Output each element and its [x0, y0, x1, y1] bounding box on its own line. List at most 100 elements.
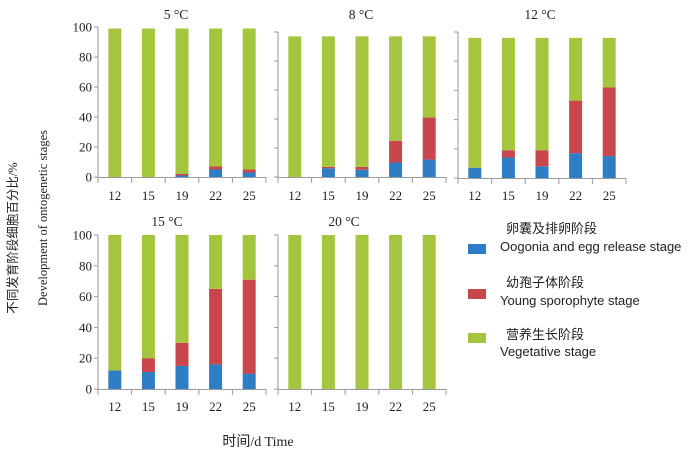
bar-segment-oogonia — [569, 153, 583, 178]
panel-4: 20 °C 12 15 19 22 25 — [274, 214, 447, 414]
bar-segment-vegetative — [389, 36, 403, 141]
legend-swatch — [468, 244, 486, 254]
x-tick-label: 19 — [536, 188, 549, 203]
legend-label-en: Young sporophyte stage — [500, 293, 640, 308]
bar-segment-vegetative — [108, 28, 122, 177]
bar-segment-young-sporophyte — [501, 150, 515, 158]
panel-title: 5 °C — [164, 7, 189, 22]
bar-segment-young-sporophyte — [602, 87, 616, 157]
x-tick-label: 15 — [142, 188, 155, 203]
bar-segment-oogonia — [141, 372, 155, 389]
legend-swatch — [468, 289, 486, 299]
bar-segment-vegetative — [355, 36, 369, 167]
bar-segment-young-sporophyte — [321, 166, 335, 169]
legend-label-cn: 卵囊及排卵阶段 — [506, 222, 598, 237]
bar-segment-vegetative — [288, 36, 302, 177]
bar-segment-young-sporophyte — [209, 166, 223, 170]
bar-segment-oogonia — [321, 168, 335, 177]
panel-2: 12 °C 12 15 19 22 25 — [454, 7, 627, 203]
x-tick-label: 19 — [176, 188, 189, 203]
bar-segment-vegetative — [209, 28, 223, 167]
bar-segment-oogonia — [389, 162, 403, 177]
y-tick-label: 0 — [86, 170, 93, 185]
bar-segment-young-sporophyte — [355, 166, 369, 170]
bar-segment-oogonia — [175, 365, 189, 389]
y-axis-label-cn: 不同发育阶段细胞百分比/% — [5, 162, 20, 313]
bar-segment-vegetative — [389, 235, 403, 389]
x-tick-label: 15 — [322, 399, 335, 414]
x-tick-label: 22 — [569, 188, 582, 203]
y-tick-label: 60 — [79, 289, 92, 304]
bar-segment-oogonia — [468, 167, 482, 178]
x-tick-label: 19 — [176, 399, 189, 414]
x-tick-label: 15 — [142, 399, 155, 414]
bar-segment-young-sporophyte — [175, 174, 189, 176]
bar-segment-oogonia — [602, 156, 616, 178]
panel-title: 8 °C — [349, 7, 374, 22]
y-tick-label: 100 — [73, 20, 93, 35]
bar-segment-oogonia — [108, 370, 122, 389]
bar-segment-young-sporophyte — [535, 150, 549, 167]
y-tick-label: 40 — [79, 110, 92, 125]
bar-segment-young-sporophyte — [242, 279, 256, 374]
x-tick-label: 25 — [423, 399, 436, 414]
bar-segment-oogonia — [242, 172, 256, 177]
bar-segment-oogonia — [355, 169, 369, 177]
panel-title: 15 °C — [151, 214, 182, 229]
bar-segment-oogonia — [501, 157, 515, 178]
bar-segment-oogonia — [175, 175, 189, 177]
legend-swatch — [468, 333, 486, 343]
bar-segment-oogonia — [209, 364, 223, 389]
x-tick-label: 12 — [288, 399, 301, 414]
bar-segment-vegetative — [175, 28, 189, 174]
bar-segment-young-sporophyte — [209, 288, 223, 365]
y-tick-label: 20 — [79, 351, 92, 366]
bar-segment-vegetative — [569, 37, 583, 101]
bar-segment-oogonia — [535, 166, 549, 178]
bar-segment-vegetative — [321, 235, 335, 389]
panel-0: 5 °C 0 20 40 60 80 100 12 15 19 22 25 — [73, 7, 267, 203]
chart-panels: 5 °C 0 20 40 60 80 100 12 15 19 22 25 8 °C 12 15 19 22 25… — [73, 7, 627, 414]
bar-segment-vegetative — [141, 235, 155, 359]
x-tick-label: 15 — [322, 188, 335, 203]
legend-label-en: Oogonia and egg release stage — [500, 239, 682, 254]
x-tick-label: 25 — [603, 188, 616, 203]
x-tick-label: 15 — [502, 188, 515, 203]
legend-item-young-sporophyte: 幼孢子体阶段 Young sporophyte stage — [462, 270, 698, 318]
y-tick-label: 0 — [86, 382, 93, 397]
bar-segment-vegetative — [242, 235, 256, 280]
bar-segment-young-sporophyte — [242, 169, 256, 173]
bar-segment-young-sporophyte — [175, 342, 189, 366]
x-tick-label: 19 — [356, 188, 369, 203]
legend-label-cn: 幼孢子体阶段 — [506, 276, 585, 291]
y-axis-label-en: Development of ontogenetic stages — [36, 130, 50, 306]
x-tick-label: 22 — [209, 399, 222, 414]
bar-segment-vegetative — [288, 235, 302, 389]
legend-label-en: Vegetative stage — [500, 344, 597, 359]
panel-3: 15 °C 0 20 40 60 80 100 12 15 19 22 25 — [73, 214, 267, 414]
legend: 卵囊及排卵阶段 Oogonia and egg release stage 幼孢… — [462, 222, 698, 366]
y-tick-label: 100 — [73, 228, 93, 243]
panel-1: 8 °C 12 15 19 22 25 — [274, 7, 447, 203]
panel-title: 20 °C — [328, 214, 359, 229]
x-axis-label: 时间/d Time — [222, 434, 293, 450]
x-tick-label: 12 — [468, 188, 481, 203]
bar-segment-vegetative — [108, 235, 122, 371]
bar-segment-vegetative — [175, 235, 189, 343]
y-tick-label: 80 — [79, 258, 92, 273]
bar-segment-oogonia — [209, 169, 223, 177]
x-tick-label: 22 — [389, 188, 402, 203]
x-tick-label: 22 — [209, 188, 222, 203]
legend-item-oogonia: 卵囊及排卵阶段 Oogonia and egg release stage — [462, 222, 698, 270]
y-tick-label: 60 — [79, 80, 92, 95]
y-tick-label: 20 — [79, 140, 92, 155]
bar-segment-young-sporophyte — [422, 117, 436, 160]
bar-segment-young-sporophyte — [141, 358, 155, 373]
bar-segment-vegetative — [422, 235, 436, 389]
x-tick-label: 12 — [108, 188, 121, 203]
bar-segment-vegetative — [468, 37, 482, 168]
panel-title: 12 °C — [524, 7, 555, 22]
bar-segment-oogonia — [422, 159, 436, 177]
bar-segment-vegetative — [602, 37, 616, 88]
bar-segment-young-sporophyte — [389, 140, 403, 163]
